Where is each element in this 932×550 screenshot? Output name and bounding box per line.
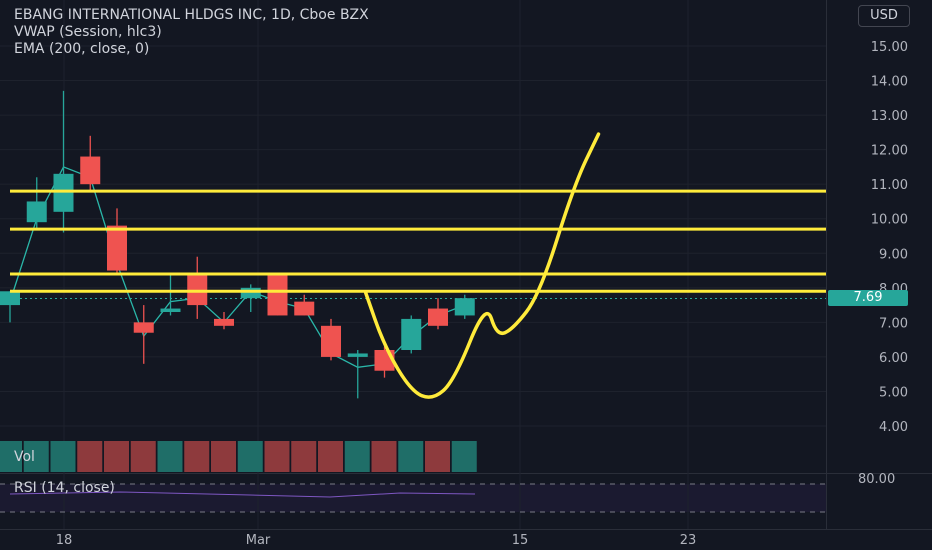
- rsi-line: [9, 491, 476, 498]
- vwap-indicator-label[interactable]: VWAP (Session, hlc3): [14, 24, 162, 40]
- volume-bar: [23, 441, 49, 472]
- volume-bar: [157, 441, 183, 472]
- candle-body: [401, 318, 422, 350]
- time-axis-tick: 23: [680, 533, 697, 548]
- volume-bar: [211, 441, 236, 472]
- volume-bar: [0, 441, 22, 472]
- candle-body: [347, 353, 368, 357]
- price-axis-tick: 12.00: [871, 144, 908, 159]
- price-axis-tick: 4.00: [879, 420, 908, 435]
- price-axis-tick: 15.00: [871, 40, 908, 55]
- vwap-line: [9, 166, 465, 368]
- candle-body: [294, 301, 315, 316]
- candle-body: [80, 156, 101, 185]
- candle-body: [53, 173, 74, 212]
- volume-bar: [264, 441, 290, 472]
- time-axis-tick: 15: [512, 533, 529, 548]
- time-axis-tick: Mar: [246, 533, 271, 548]
- price-axis-tick: 10.00: [871, 213, 908, 228]
- candle-body: [214, 318, 234, 326]
- volume-bar: [398, 441, 424, 472]
- volume-bar: [130, 441, 156, 472]
- volume-bar: [77, 441, 103, 472]
- rsi-band: [0, 484, 826, 512]
- rsi-label: RSI (14, close): [14, 480, 115, 496]
- last-price-badge: 7.69: [828, 290, 908, 306]
- volume-bar: [318, 441, 343, 472]
- price-axis-tick: 5.00: [879, 385, 908, 400]
- volume-bar: [184, 441, 210, 472]
- candle-body: [187, 274, 208, 306]
- price-axis-tick: 9.00: [879, 247, 908, 262]
- candle-body: [321, 325, 341, 357]
- candle-body: [267, 274, 288, 316]
- candle-body: [0, 291, 20, 306]
- chart-title: EBANG INTERNATIONAL HLDGS INC, 1D, Cboe …: [14, 7, 369, 23]
- price-axis-tick: 13.00: [871, 109, 908, 124]
- price-axis-tick: 6.00: [879, 351, 908, 366]
- candle-body: [107, 225, 127, 271]
- volume-bar: [104, 441, 129, 472]
- candle-body: [133, 322, 154, 333]
- volume-bar: [371, 441, 397, 472]
- candle-body: [454, 298, 475, 316]
- price-axis-tick: 7.00: [879, 316, 908, 331]
- volume-label: Vol: [14, 449, 35, 465]
- price-axis-tick: 11.00: [871, 178, 908, 193]
- volume-bar: [50, 441, 76, 472]
- volume-bar: [291, 441, 317, 472]
- currency-button[interactable]: USD: [858, 5, 910, 27]
- volume-bar: [451, 441, 477, 472]
- ema-indicator-label[interactable]: EMA (200, close, 0): [14, 41, 150, 57]
- cup-and-handle-drawing: [364, 132, 601, 399]
- time-axis-tick: 18: [56, 533, 73, 548]
- rsi-level-label: 80.00: [858, 472, 896, 487]
- volume-bar: [237, 441, 263, 472]
- price-axis-tick: 14.00: [871, 75, 908, 90]
- candle-body: [428, 308, 448, 326]
- volume-bar: [344, 441, 370, 472]
- candle-body: [160, 308, 181, 312]
- volume-bar: [425, 441, 450, 472]
- candle-body: [26, 201, 47, 223]
- candle-body: [240, 287, 261, 299]
